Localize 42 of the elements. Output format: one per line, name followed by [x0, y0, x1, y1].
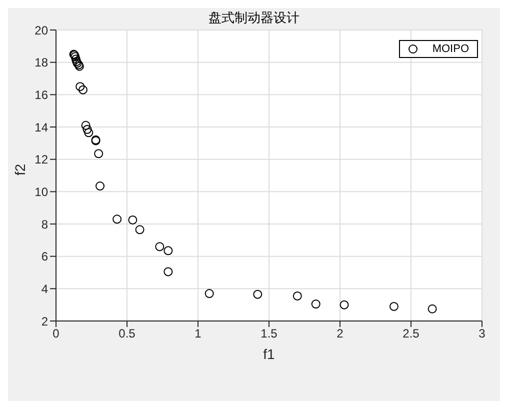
x-tick-label: 1: [194, 326, 202, 341]
x-tick-label: 0.5: [118, 326, 136, 341]
y-tick-label: 4: [41, 282, 48, 296]
point: [128, 215, 138, 224]
point: [112, 214, 122, 224]
point: [84, 128, 94, 138]
point: [96, 182, 105, 191]
point: [340, 300, 349, 310]
x-tick-label: 2.5: [402, 326, 420, 341]
point: [135, 225, 144, 234]
x-tick-label: 1.5: [260, 326, 278, 341]
point: [155, 242, 164, 252]
y-tick-label: 16: [34, 88, 48, 102]
point: [204, 289, 214, 298]
point: [71, 54, 80, 64]
point: [253, 290, 262, 299]
y-tick-label: 14: [34, 120, 48, 134]
point: [428, 304, 437, 314]
y-tick-label: 18: [34, 56, 48, 70]
y-tick-label: 8: [41, 217, 48, 232]
x-tick-label: 2: [336, 326, 344, 341]
point: [81, 120, 90, 130]
y-tick-label: 20: [34, 23, 48, 38]
point: [311, 300, 320, 309]
y-tick-label: 12: [34, 152, 48, 167]
x-tick-label: 0: [52, 326, 60, 341]
x-tick-label: 3: [478, 326, 486, 341]
point: [94, 149, 104, 158]
point: [164, 267, 173, 276]
y-tick-label: 10: [34, 184, 48, 199]
point: [292, 291, 302, 300]
y-tick-label: 6: [41, 250, 48, 264]
point: [389, 302, 398, 311]
point: [82, 124, 92, 134]
y-axis-title: f2: [12, 164, 28, 176]
y-tick-label: 2: [41, 314, 48, 328]
point: [78, 85, 88, 94]
x-axis-title: f1: [263, 346, 276, 362]
chart-title: 盘式制动器设计: [208, 10, 300, 25]
point: [164, 246, 173, 256]
legend-label: MOIPO: [432, 43, 469, 55]
point: [76, 82, 85, 92]
